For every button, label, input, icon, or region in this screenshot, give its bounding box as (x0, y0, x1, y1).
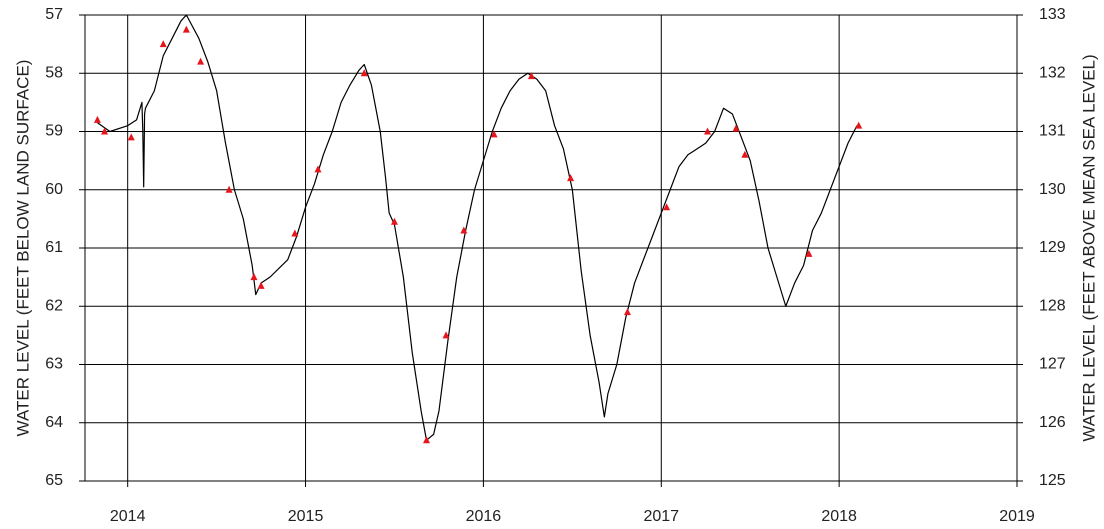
measurement-marker (805, 249, 813, 257)
measurement-marker (390, 217, 398, 225)
measurement-marker (101, 127, 109, 135)
measurement-marker (257, 281, 265, 289)
measurement-marker (291, 229, 299, 237)
measurement-marker (197, 57, 205, 65)
measurement-marker (704, 127, 712, 135)
measurement-marker (741, 150, 749, 158)
y-tick-label: 59 (45, 123, 63, 140)
y2-tick-label: 125 (1039, 472, 1066, 489)
y2-axis-title: WATER LEVEL (FEET ABOVE MEAN SEA LEVEL) (1079, 54, 1098, 441)
measurement-marker (490, 130, 498, 138)
y2-tick-label: 131 (1039, 123, 1066, 140)
y-tick-label: 60 (45, 181, 63, 198)
y2-tick-label: 133 (1039, 6, 1066, 23)
y-tick-label: 64 (45, 414, 63, 431)
measurement-marker (732, 124, 740, 132)
y-tick-label: 65 (45, 472, 63, 489)
water-level-line (97, 14, 858, 441)
measurement-marker (442, 331, 450, 339)
y2-tick-label: 128 (1039, 297, 1066, 314)
measurement-marker (159, 40, 167, 48)
x-tick-label: 2016 (466, 508, 502, 525)
x-tick-label: 2015 (288, 508, 324, 525)
x-tick-label: 2019 (999, 508, 1035, 525)
measurement-marker (250, 273, 258, 281)
y-axis-title: WATER LEVEL (FEET BELOW LAND SURFACE) (13, 60, 32, 437)
measurement-marker (225, 185, 233, 193)
y2-tick-label: 129 (1039, 239, 1066, 256)
x-tick-label: 2017 (643, 508, 679, 525)
y2-tick-label: 130 (1039, 181, 1066, 198)
measurement-marker (182, 25, 190, 33)
measurement-marker (855, 121, 863, 129)
x-tick-label: 2018 (821, 508, 857, 525)
y2-tick-label: 126 (1039, 414, 1066, 431)
measurement-marker (422, 436, 430, 444)
measurement-marker (567, 174, 575, 182)
x-tick-label: 2014 (110, 508, 146, 525)
y-tick-label: 57 (45, 6, 63, 23)
measurement-marker (314, 165, 322, 173)
y2-tick-label: 127 (1039, 356, 1066, 373)
measurement-marker (663, 203, 671, 211)
measurement-marker (360, 69, 368, 77)
y2-tick-label: 132 (1039, 64, 1066, 81)
measurement-marker (460, 226, 468, 234)
y-tick-label: 62 (45, 297, 63, 314)
y-tick-label: 63 (45, 356, 63, 373)
y-tick-label: 61 (45, 239, 63, 256)
measurement-marker (127, 133, 135, 141)
measurement-marker (93, 115, 101, 123)
measurement-marker (527, 72, 535, 80)
measurement-marker (623, 308, 631, 316)
y-tick-label: 58 (45, 64, 63, 81)
